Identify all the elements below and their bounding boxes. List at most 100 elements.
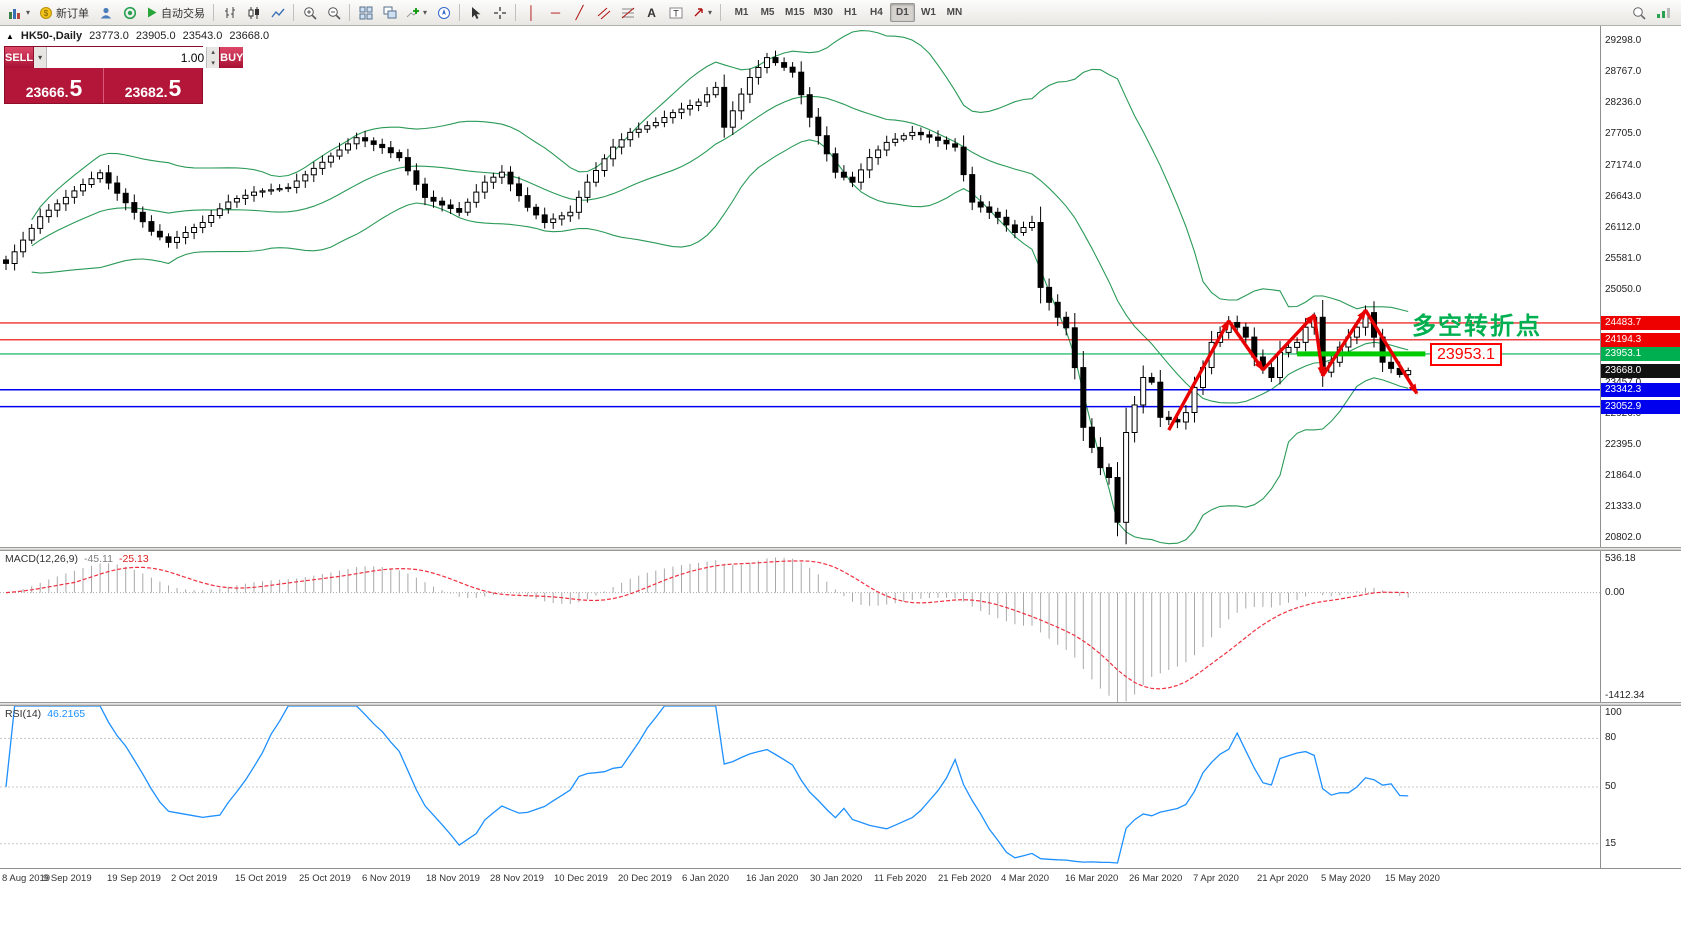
crosshair-icon bbox=[493, 6, 506, 19]
timeframe-w1-button[interactable]: W1 bbox=[916, 3, 941, 22]
timeframe-mn-button[interactable]: MN bbox=[942, 3, 967, 22]
spin-down-icon[interactable]: ▾ bbox=[211, 59, 215, 67]
timeframe-toolbar: M1 M5 M15 M30 H1 H4 D1 W1 MN bbox=[729, 3, 967, 22]
toolbar-right-group bbox=[1627, 2, 1675, 23]
vertical-line-icon: │ bbox=[527, 5, 536, 20]
arrow-objects-icon bbox=[694, 8, 703, 17]
toolbar-separator bbox=[349, 4, 351, 21]
collapse-icon[interactable]: ▲ bbox=[6, 31, 14, 41]
date-axis-label: 16 Jan 2020 bbox=[746, 873, 799, 884]
timeframe-m1-button[interactable]: M1 bbox=[729, 3, 754, 22]
toolbar-separator bbox=[213, 4, 215, 21]
zoom-out-icon bbox=[327, 6, 341, 20]
new-order-label: 新订单 bbox=[56, 7, 90, 20]
macd-pane-divider[interactable] bbox=[0, 547, 1681, 551]
macd-scale-max: 536.18 bbox=[1605, 553, 1636, 564]
sell-price-main: 23666. bbox=[25, 84, 69, 100]
chevron-down-icon: ▾ bbox=[26, 7, 31, 17]
timeframe-h1-button[interactable]: H1 bbox=[838, 3, 863, 22]
buy-button[interactable]: BUY bbox=[220, 47, 244, 68]
spin-up-icon[interactable]: ▴ bbox=[211, 49, 215, 57]
price-axis-tick: 28767.0 bbox=[1605, 66, 1642, 77]
price-axis-tick: 29298.0 bbox=[1605, 35, 1642, 46]
cursor-button[interactable] bbox=[464, 2, 487, 23]
volume-input[interactable] bbox=[47, 47, 207, 68]
navigator-button[interactable] bbox=[432, 2, 455, 23]
label-icon: T bbox=[669, 7, 683, 18]
close-value: 23668.0 bbox=[229, 30, 270, 42]
sell-price[interactable]: 23666. 5 bbox=[5, 68, 104, 103]
connection-button[interactable] bbox=[1652, 2, 1675, 23]
price-axis-tick: 23457.0 bbox=[1605, 377, 1679, 388]
buy-price[interactable]: 23682. 5 bbox=[104, 68, 202, 103]
text-tool-button[interactable]: A bbox=[640, 2, 663, 23]
date-axis-label: 6 Nov 2019 bbox=[362, 873, 411, 884]
macd-header: MACD(12,26,9) -45.11 -25.13 bbox=[5, 553, 149, 565]
vertical-line-tool-button[interactable]: │ bbox=[520, 2, 543, 23]
toolbar-separator bbox=[720, 4, 722, 21]
zoom-out-button[interactable] bbox=[322, 2, 345, 23]
bar-chart-button[interactable] bbox=[218, 2, 241, 23]
date-axis-label: 10 Dec 2019 bbox=[554, 873, 608, 884]
one-click-trading-panel: SELL ▾ ▴▾ BUY 23666.5 23682.5 bbox=[4, 46, 244, 104]
rsi-header: RSI(14) 46.2165 bbox=[5, 708, 85, 720]
date-axis-label: 4 Mar 2020 bbox=[1001, 873, 1050, 884]
indicators-button[interactable]: ▾ bbox=[402, 2, 431, 23]
new-order-button[interactable]: $ 新订单 bbox=[35, 2, 93, 23]
timeframe-m30-button[interactable]: M30 bbox=[810, 3, 837, 22]
timeframe-m15-button[interactable]: M15 bbox=[781, 3, 808, 22]
time-axis[interactable]: 8 Aug 2019 9 Sep 2019 19 Sep 2019 2 Oct 201… bbox=[0, 868, 1681, 948]
tile-windows-icon bbox=[359, 6, 373, 19]
volume-stepper[interactable]: ▴ ▾ bbox=[206, 47, 220, 68]
toolbar-separator bbox=[515, 4, 517, 21]
main-toolbar: ▾ $ 新订单 自动交易 ▾ bbox=[0, 0, 1681, 26]
trendline-tool-button[interactable]: ╱ bbox=[568, 2, 591, 23]
price-level-label: 23953.1 bbox=[1601, 347, 1680, 361]
timeframe-h4-button[interactable]: H4 bbox=[864, 3, 889, 22]
crosshair-button[interactable] bbox=[488, 2, 511, 23]
price-axis-separator bbox=[1600, 26, 1601, 868]
macd-label: MACD(12,26,9) bbox=[5, 553, 78, 565]
metaquotes-button[interactable] bbox=[118, 2, 141, 23]
line-chart-button[interactable] bbox=[266, 2, 289, 23]
macd-signal-value: -25.13 bbox=[118, 553, 149, 565]
sell-price-big-digit: 5 bbox=[69, 75, 83, 101]
chevron-down-icon: ▾ bbox=[423, 7, 428, 17]
volume-dropdown-button[interactable]: ▾ bbox=[34, 47, 48, 68]
arrows-tool-button[interactable]: ▾ bbox=[688, 2, 716, 23]
new-chart-button[interactable]: ▾ bbox=[4, 2, 34, 23]
price-level-label: 23668.0 bbox=[1601, 364, 1680, 378]
profiles-button[interactable] bbox=[94, 2, 117, 23]
price-axis-tick: 27705.0 bbox=[1605, 128, 1642, 139]
date-axis-label: 16 Mar 2020 bbox=[1065, 873, 1119, 884]
rsi-label: RSI(14) bbox=[5, 708, 42, 720]
tile-windows-button[interactable] bbox=[354, 2, 377, 23]
price-level-label: 23342.3 bbox=[1601, 383, 1680, 397]
macd-scale-zero: 0.00 bbox=[1605, 587, 1625, 598]
sell-button[interactable]: SELL bbox=[5, 47, 34, 68]
candlestick-button[interactable] bbox=[242, 2, 265, 23]
search-button[interactable] bbox=[1627, 2, 1650, 23]
zoom-in-button[interactable] bbox=[298, 2, 321, 23]
rsi-pane-divider[interactable] bbox=[0, 702, 1681, 706]
autotrade-button[interactable]: 自动交易 bbox=[142, 2, 209, 23]
fibonacci-icon bbox=[621, 7, 634, 18]
volume-control: ▾ ▴▾ bbox=[33, 47, 221, 68]
timeframe-d1-button[interactable]: D1 bbox=[889, 3, 915, 22]
horizontal-line-tool-button[interactable]: ─ bbox=[544, 2, 567, 23]
date-axis-label: 15 May 2020 bbox=[1385, 873, 1440, 884]
label-tool-button[interactable]: T bbox=[664, 2, 687, 23]
svg-text:$: $ bbox=[44, 9, 49, 18]
search-icon bbox=[1632, 6, 1646, 20]
date-axis-label: 9 Sep 2019 bbox=[43, 873, 92, 884]
rsi-scale-label: 100 bbox=[1605, 707, 1622, 718]
rsi-value: 46.2165 bbox=[47, 708, 86, 720]
cascade-windows-button[interactable] bbox=[378, 2, 401, 23]
channel-tool-button[interactable] bbox=[592, 2, 615, 23]
price-axis-tick: 25581.0 bbox=[1605, 253, 1642, 264]
macd-scale-min: -1412.34 bbox=[1605, 690, 1645, 701]
timeframe-m5-button[interactable]: M5 bbox=[755, 3, 780, 22]
fibonacci-tool-button[interactable] bbox=[616, 2, 639, 23]
navigator-icon bbox=[437, 6, 450, 19]
